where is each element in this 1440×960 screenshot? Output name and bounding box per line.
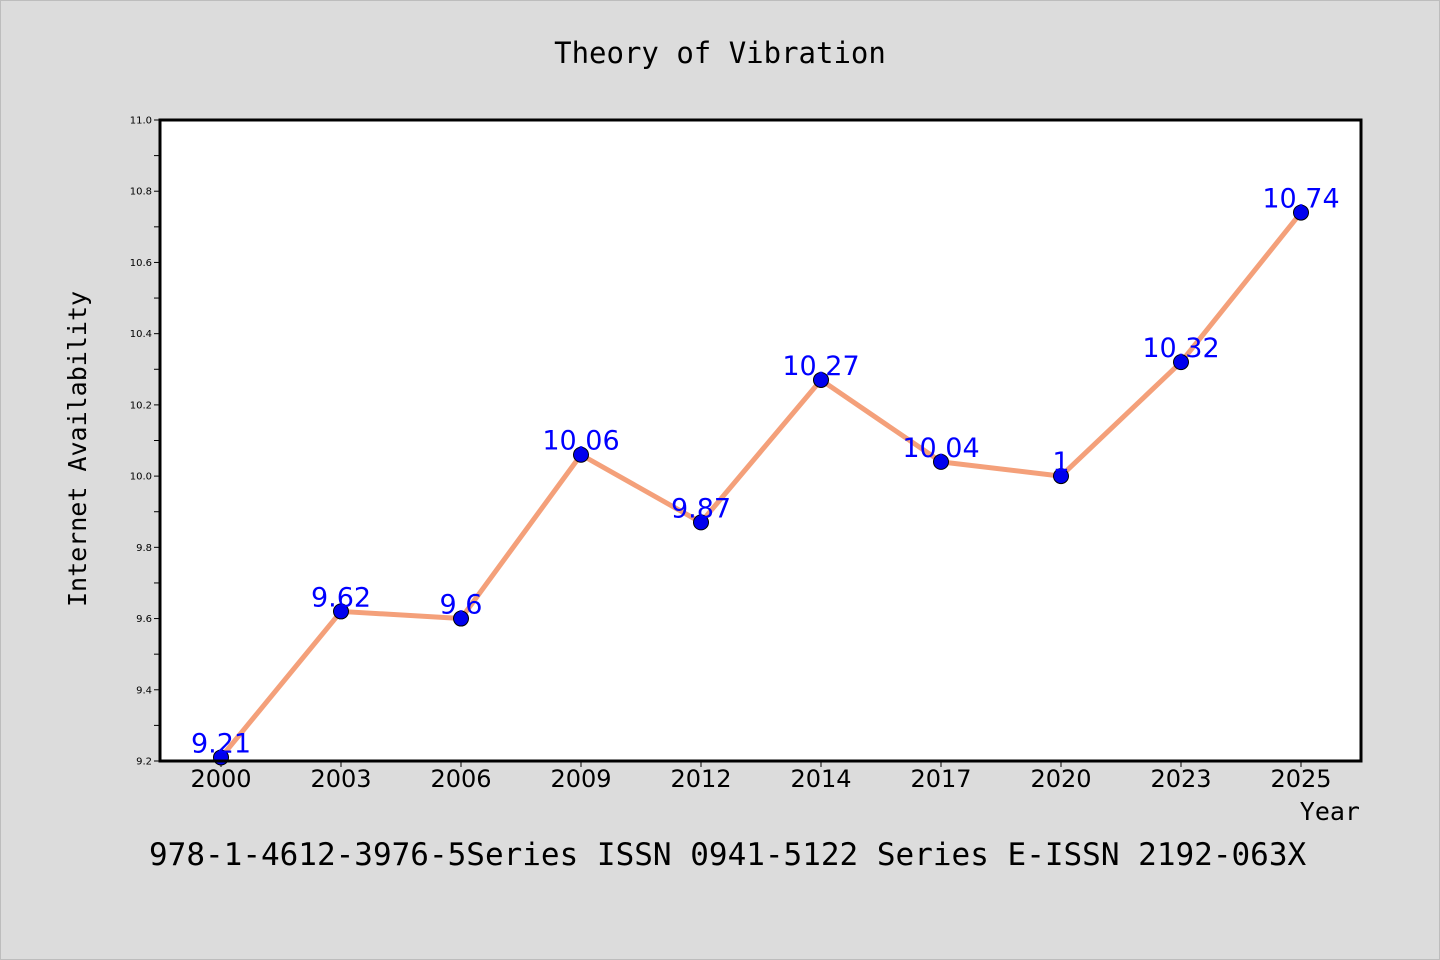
y-axis: 9.2 9.4 9.6 9.8 10.0 10.2 10.4 10.6 10.8 11.0	[130, 116, 160, 768]
x-tick-label: 2006	[430, 765, 491, 793]
data-point	[333, 603, 349, 620]
x-tick-label: 2012	[670, 765, 731, 793]
x-axis: 2000 2003 2006 2009 2012 2014 2017 2020 2023 2025	[190, 761, 1332, 793]
data-label: 9.21	[191, 728, 251, 759]
y-tick-label: 9.4	[136, 685, 152, 696]
data-label: 10.27	[782, 351, 859, 382]
plot-area	[160, 120, 1361, 761]
series-line	[218, 210, 1304, 760]
data-labels-layer: 9.21 9.62 9.6 10.06 9.87 10.27 10.04 1 10.32 10.7…	[191, 184, 1340, 760]
series-layer	[213, 204, 1309, 766]
x-tick-label: 2023	[1150, 765, 1211, 793]
data-label: 9.6	[440, 590, 483, 621]
data-label: 10.04	[902, 433, 979, 464]
x-tick-label: 2000	[190, 765, 251, 793]
plot-frame	[158, 118, 1363, 763]
data-label: 9.62	[311, 582, 371, 613]
y-tick-label: 10.6	[130, 258, 152, 269]
chart-title: Theory of Vibration	[554, 36, 886, 70]
y-tick-label: 9.8	[136, 543, 152, 554]
data-label: 1	[1052, 447, 1069, 478]
data-point	[1173, 354, 1189, 371]
y-tick-label: 10.0	[130, 472, 152, 483]
data-label: 10.74	[1262, 184, 1339, 215]
y-tick-label: 9.6	[136, 614, 152, 625]
y-tick-label: 10.4	[130, 329, 152, 340]
y-tick-label: 10.8	[130, 187, 152, 198]
x-tick-label: 2009	[550, 765, 611, 793]
data-point	[933, 453, 949, 470]
y-tick-label: 9.2	[136, 757, 152, 768]
data-point	[1293, 204, 1309, 221]
x-tick-label: 2003	[310, 765, 371, 793]
data-label: 9.87	[671, 493, 731, 524]
data-label: 10.06	[542, 426, 619, 457]
data-point	[573, 446, 589, 463]
data-point	[453, 610, 469, 627]
data-point	[813, 371, 829, 388]
x-tick-label: 2014	[790, 765, 851, 793]
x-tick-label: 2025	[1270, 765, 1331, 793]
y-axis-title: Internet Availability	[63, 291, 92, 607]
data-point	[693, 514, 709, 531]
y-tick-label: 10.2	[130, 400, 152, 411]
y-tick-label: 11.0	[130, 116, 152, 127]
x-tick-label: 2017	[910, 765, 971, 793]
data-label: 10.32	[1142, 333, 1219, 364]
data-point	[1053, 468, 1069, 485]
x-axis-title: Year	[1300, 797, 1360, 826]
x-tick-label: 2020	[1030, 765, 1091, 793]
footer-text: 978-1-4612-3976-5Series ISSN 0941-5122 S…	[149, 837, 1306, 873]
